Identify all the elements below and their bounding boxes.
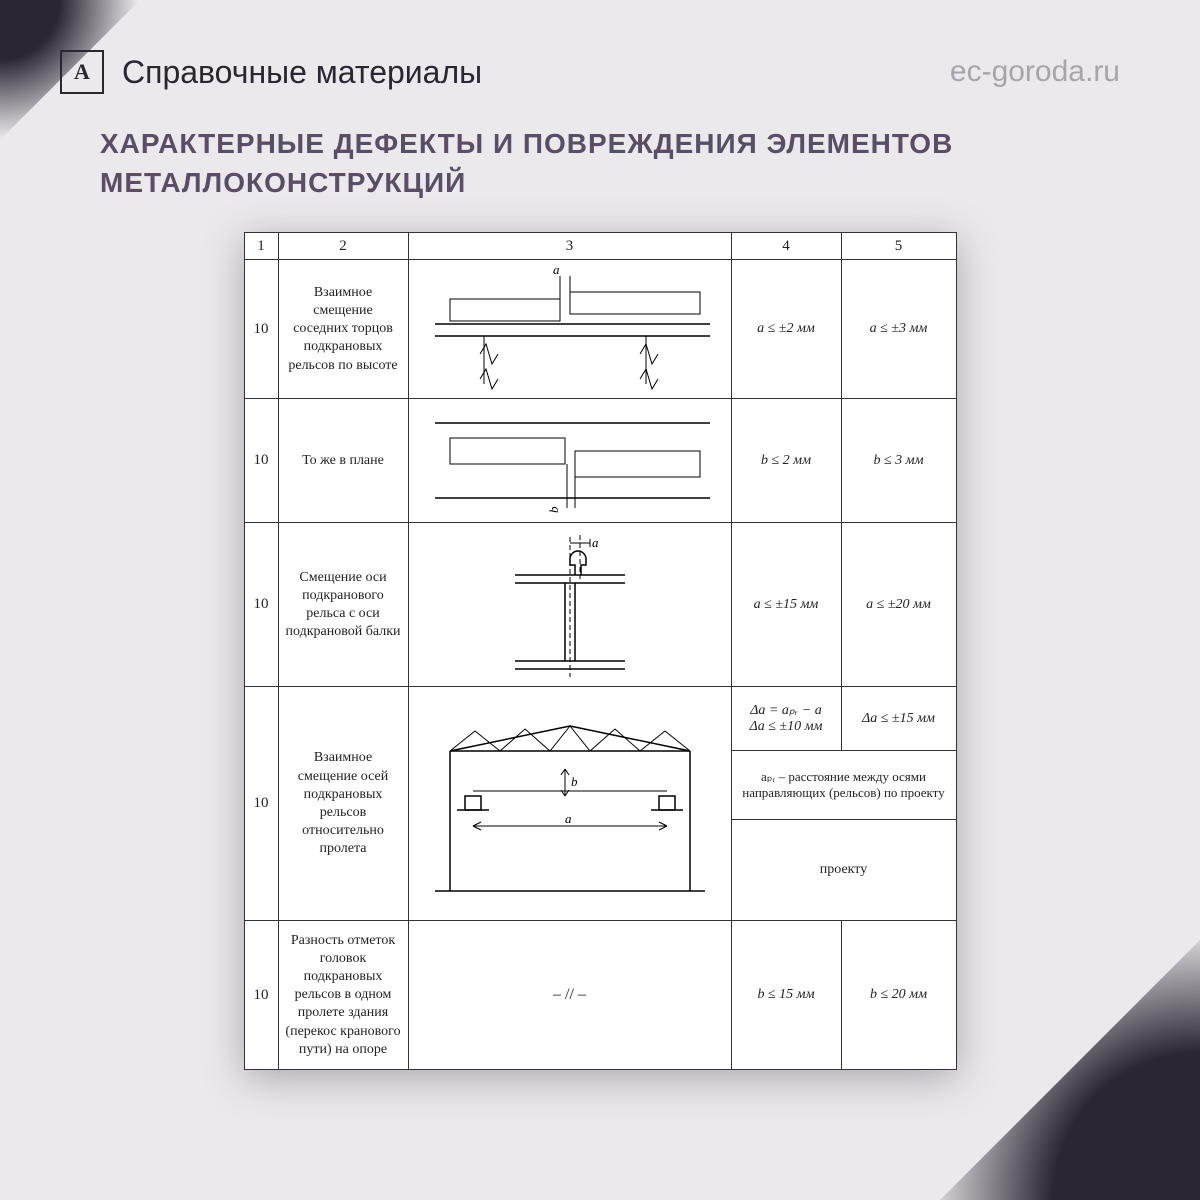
row-val4: a ≤ ±2 мм (731, 260, 841, 399)
header: А Справочные материалы ec-goroda.ru (0, 0, 1200, 114)
row-val5: Δa ≤ ±15 мм (841, 687, 956, 751)
col-header: 2 (278, 233, 408, 260)
row-val5: b ≤ 3 мм (841, 399, 956, 523)
col-header: 1 (244, 233, 278, 260)
table-row: 10 Взаимное смещение осей подкрановых ре… (244, 687, 956, 751)
row-val4: b ≤ 2 мм (731, 399, 841, 523)
row-figure: a (408, 523, 731, 687)
row-figure: b (408, 399, 731, 523)
row-number: 10 (244, 921, 278, 1070)
row-note-bottom: проекту (731, 819, 956, 920)
col-header: 3 (408, 233, 731, 260)
row-note: aₚᵣ – расстояние между осями направляющи… (731, 750, 956, 819)
row-figure-ditto: – // – (408, 921, 731, 1070)
row-val4: a ≤ ±15 мм (731, 523, 841, 687)
svg-text:a: a (592, 535, 599, 550)
row-val5: b ≤ 20 мм (841, 921, 956, 1070)
row-number: 10 (244, 687, 278, 921)
row-val5: a ≤ ±3 мм (841, 260, 956, 399)
row-number: 10 (244, 399, 278, 523)
row-val4: b ≤ 15 мм (731, 921, 841, 1070)
row-number: 10 (244, 260, 278, 399)
svg-text:b: b (571, 774, 578, 789)
svg-text:b: b (546, 506, 561, 513)
row-number: 10 (244, 523, 278, 687)
table-row: 10 Смещение оси подкранового рельса с ос… (244, 523, 956, 687)
row-figure: a (408, 260, 731, 399)
row-val4: Δa = aₚᵣ − a Δa ≤ ±10 мм (731, 687, 841, 751)
row-val5: a ≤ ±20 мм (841, 523, 956, 687)
table-header-row: 1 2 3 4 5 (244, 233, 956, 260)
header-title: Справочные материалы (122, 54, 482, 91)
row-figure: a b (408, 687, 731, 921)
col-header: 5 (841, 233, 956, 260)
header-site-url: ec-goroda.ru (950, 55, 1120, 89)
logo-icon: А (60, 50, 104, 94)
row-description: То же в плане (278, 399, 408, 523)
header-left: А Справочные материалы (60, 50, 482, 94)
page-title: ХАРАКТЕРНЫЕ ДЕФЕКТЫ И ПОВРЕЖДЕНИЯ ЭЛЕМЕН… (0, 114, 1200, 232)
defects-table: 1 2 3 4 5 10 Взаимное смещение соседних … (244, 232, 957, 1070)
table-row: 10 Взаимное смещение соседних торцов под… (244, 260, 956, 399)
table-container: 1 2 3 4 5 10 Взаимное смещение соседних … (0, 232, 1200, 1070)
table-row: 10 Разность отметок головок подкрановых … (244, 921, 956, 1070)
svg-text:a: a (553, 264, 560, 277)
col-header: 4 (731, 233, 841, 260)
table-row: 10 То же в плане b b ≤ 2 мм b ≤ 3 (244, 399, 956, 523)
row-description: Взаимное смещение осей подкрановых рельс… (278, 687, 408, 921)
row-description: Смещение оси подкранового рельса с оси п… (278, 523, 408, 687)
row-description: Взаимное смещение соседних торцов подкра… (278, 260, 408, 399)
svg-text:a: a (565, 811, 572, 826)
row-description: Разность отметок головок подкрановых рел… (278, 921, 408, 1070)
